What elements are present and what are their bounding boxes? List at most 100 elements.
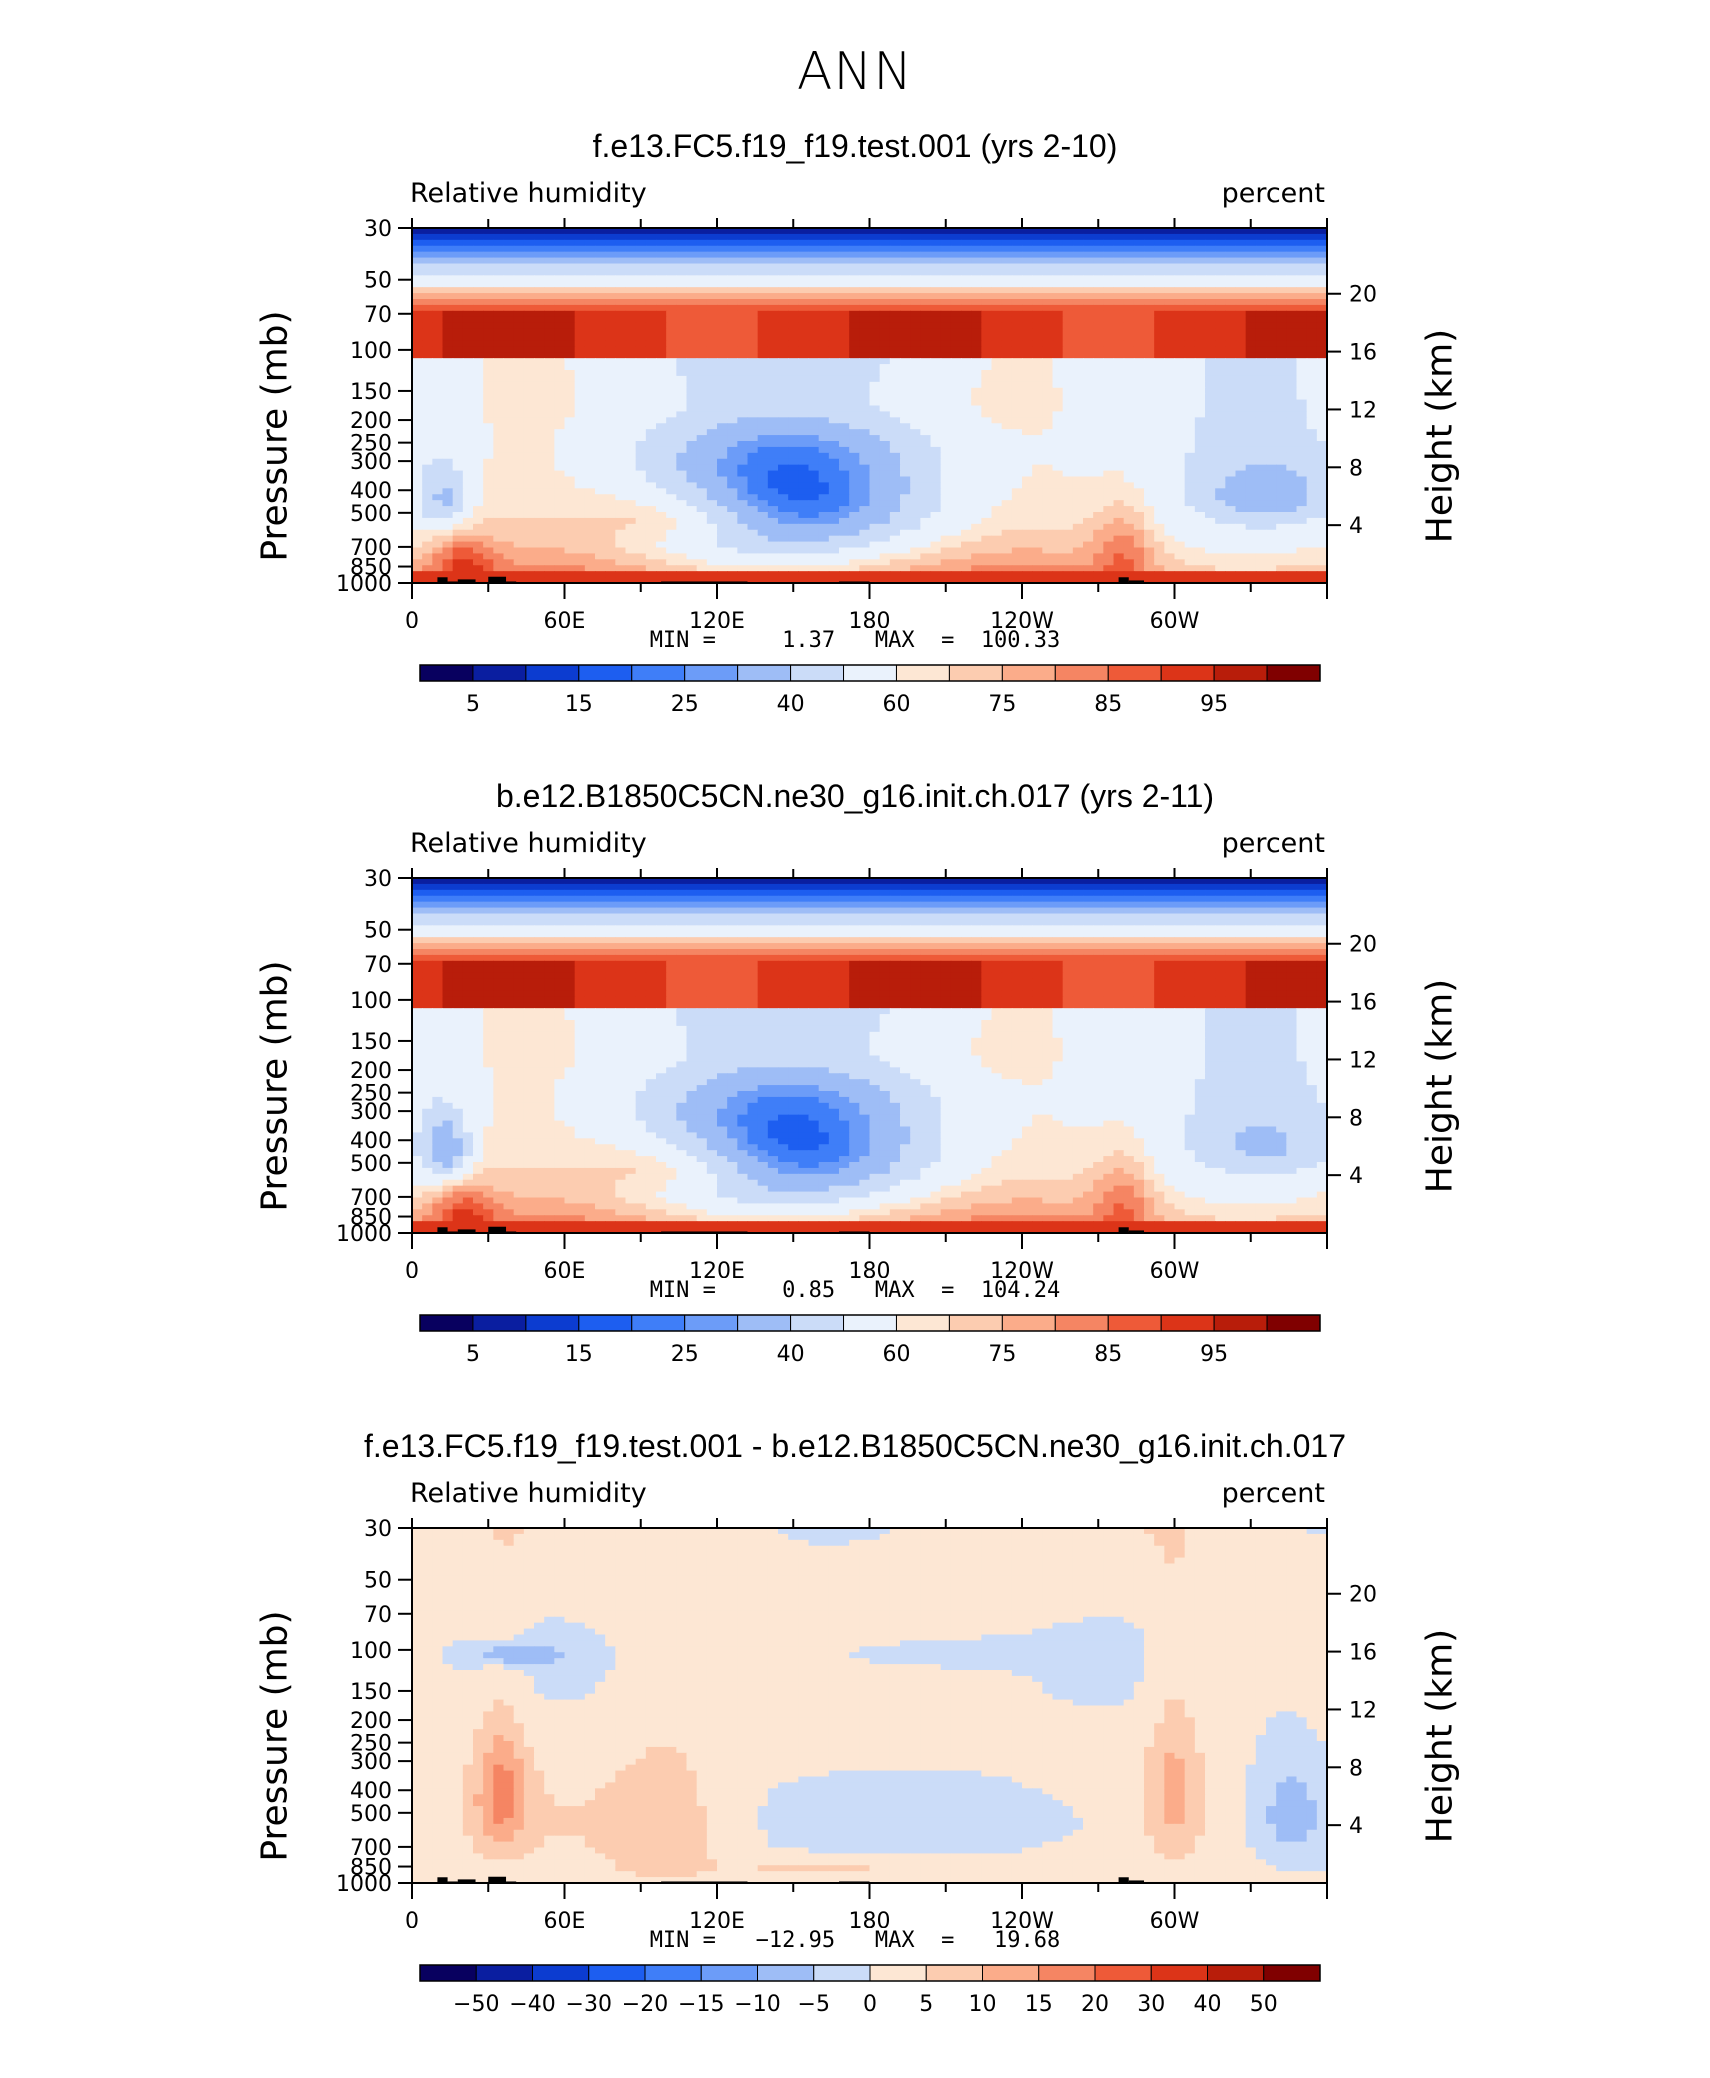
- field-cell: [696, 446, 708, 454]
- field-cell: [534, 346, 545, 353]
- field-cell: [1103, 464, 1115, 472]
- field-cell: [503, 257, 515, 265]
- field-cell: [534, 322, 545, 330]
- field-cell: [1235, 512, 1247, 519]
- field-cell: [1296, 458, 1308, 466]
- field-cell: [737, 334, 749, 342]
- field-cell: [503, 387, 515, 395]
- field-cell: [950, 245, 962, 253]
- field-cell: [1001, 464, 1013, 472]
- field-cell: [930, 239, 942, 247]
- field-cell: [534, 233, 545, 241]
- field-cell: [432, 482, 444, 489]
- field-cell: [1215, 358, 1226, 365]
- field-cell: [584, 340, 596, 347]
- field-cell: [625, 553, 637, 560]
- field-cell: [961, 304, 972, 312]
- field-cell: [574, 429, 586, 436]
- field-cell: [889, 464, 901, 472]
- field-cell: [1296, 257, 1308, 265]
- field-cell: [1184, 529, 1196, 537]
- field-cell: [818, 529, 830, 537]
- field-cell: [879, 494, 891, 501]
- field-cell: [595, 482, 606, 489]
- field-cell: [1184, 281, 1196, 288]
- field-cell: [930, 547, 942, 555]
- field-cell: [615, 328, 627, 336]
- field-cell: [483, 375, 494, 383]
- field-cell: [930, 364, 942, 371]
- field-cell: [1205, 340, 1216, 347]
- field-cell: [1276, 423, 1287, 430]
- field-cell: [869, 458, 881, 466]
- field-cell: [1296, 387, 1308, 395]
- field-cell: [1133, 441, 1145, 448]
- field-cell: [442, 399, 454, 407]
- field-cell: [1194, 535, 1206, 543]
- field-cell: [1225, 387, 1237, 395]
- field-cell: [493, 370, 505, 377]
- field-cell: [625, 405, 637, 413]
- field-cell: [981, 257, 993, 265]
- field-cell: [1062, 352, 1074, 359]
- field-cell: [869, 352, 881, 359]
- field-cell: [442, 340, 454, 347]
- field-cell: [839, 482, 850, 489]
- field-cell: [595, 435, 606, 442]
- field-cell: [1042, 423, 1054, 430]
- field-cell: [605, 358, 616, 365]
- field-cell: [1306, 494, 1318, 501]
- field-cell: [656, 387, 667, 395]
- field-cell: [1154, 476, 1165, 484]
- field-cell: [879, 239, 891, 247]
- field-cell: [1154, 435, 1165, 442]
- field-cell: [615, 358, 627, 365]
- field-cell: [574, 482, 586, 489]
- field-cell: [635, 423, 647, 430]
- field-cell: [615, 287, 627, 294]
- field-cell: [584, 257, 596, 265]
- field-cell: [920, 239, 932, 247]
- field-cell: [564, 470, 576, 478]
- field-cell: [900, 541, 911, 549]
- field-cell: [1245, 299, 1257, 306]
- field-cell: [686, 512, 698, 519]
- field-cell: [971, 233, 982, 241]
- field-cell: [961, 263, 972, 271]
- field-cell: [584, 500, 596, 507]
- field-cell: [1245, 500, 1257, 507]
- field-cell: [1174, 429, 1186, 436]
- field-cell: [503, 476, 515, 484]
- field-cell: [1205, 352, 1216, 359]
- field-cell: [564, 257, 576, 265]
- field-cell: [869, 340, 881, 347]
- field-cell: [645, 399, 657, 407]
- field-cell: [1113, 429, 1125, 436]
- field-cell: [1296, 411, 1308, 418]
- field-cell: [1316, 364, 1328, 371]
- field-cell: [1042, 441, 1054, 448]
- field-cell: [584, 417, 596, 424]
- field-cell: [544, 535, 555, 543]
- field-cell: [1225, 375, 1237, 383]
- field-cell: [839, 239, 850, 247]
- field-cell: [1103, 541, 1115, 549]
- field-cell: [818, 553, 830, 560]
- field-cell: [605, 299, 616, 306]
- field-cell: [1093, 429, 1104, 436]
- field-cell: [1103, 239, 1115, 247]
- field-cell: [1184, 441, 1196, 448]
- field-cell: [910, 364, 921, 371]
- field-cell: [1072, 399, 1084, 407]
- field-cell: [1083, 269, 1094, 276]
- field-cell: [1205, 310, 1216, 318]
- field-cell: [1083, 346, 1094, 353]
- field-cell: [747, 257, 759, 265]
- field-cell: [889, 304, 901, 312]
- field-cell: [1174, 535, 1186, 543]
- field-cell: [859, 358, 871, 365]
- field-cell: [859, 535, 871, 543]
- field-cell: [625, 529, 637, 537]
- field-cell: [493, 411, 505, 418]
- field-cell: [676, 411, 688, 418]
